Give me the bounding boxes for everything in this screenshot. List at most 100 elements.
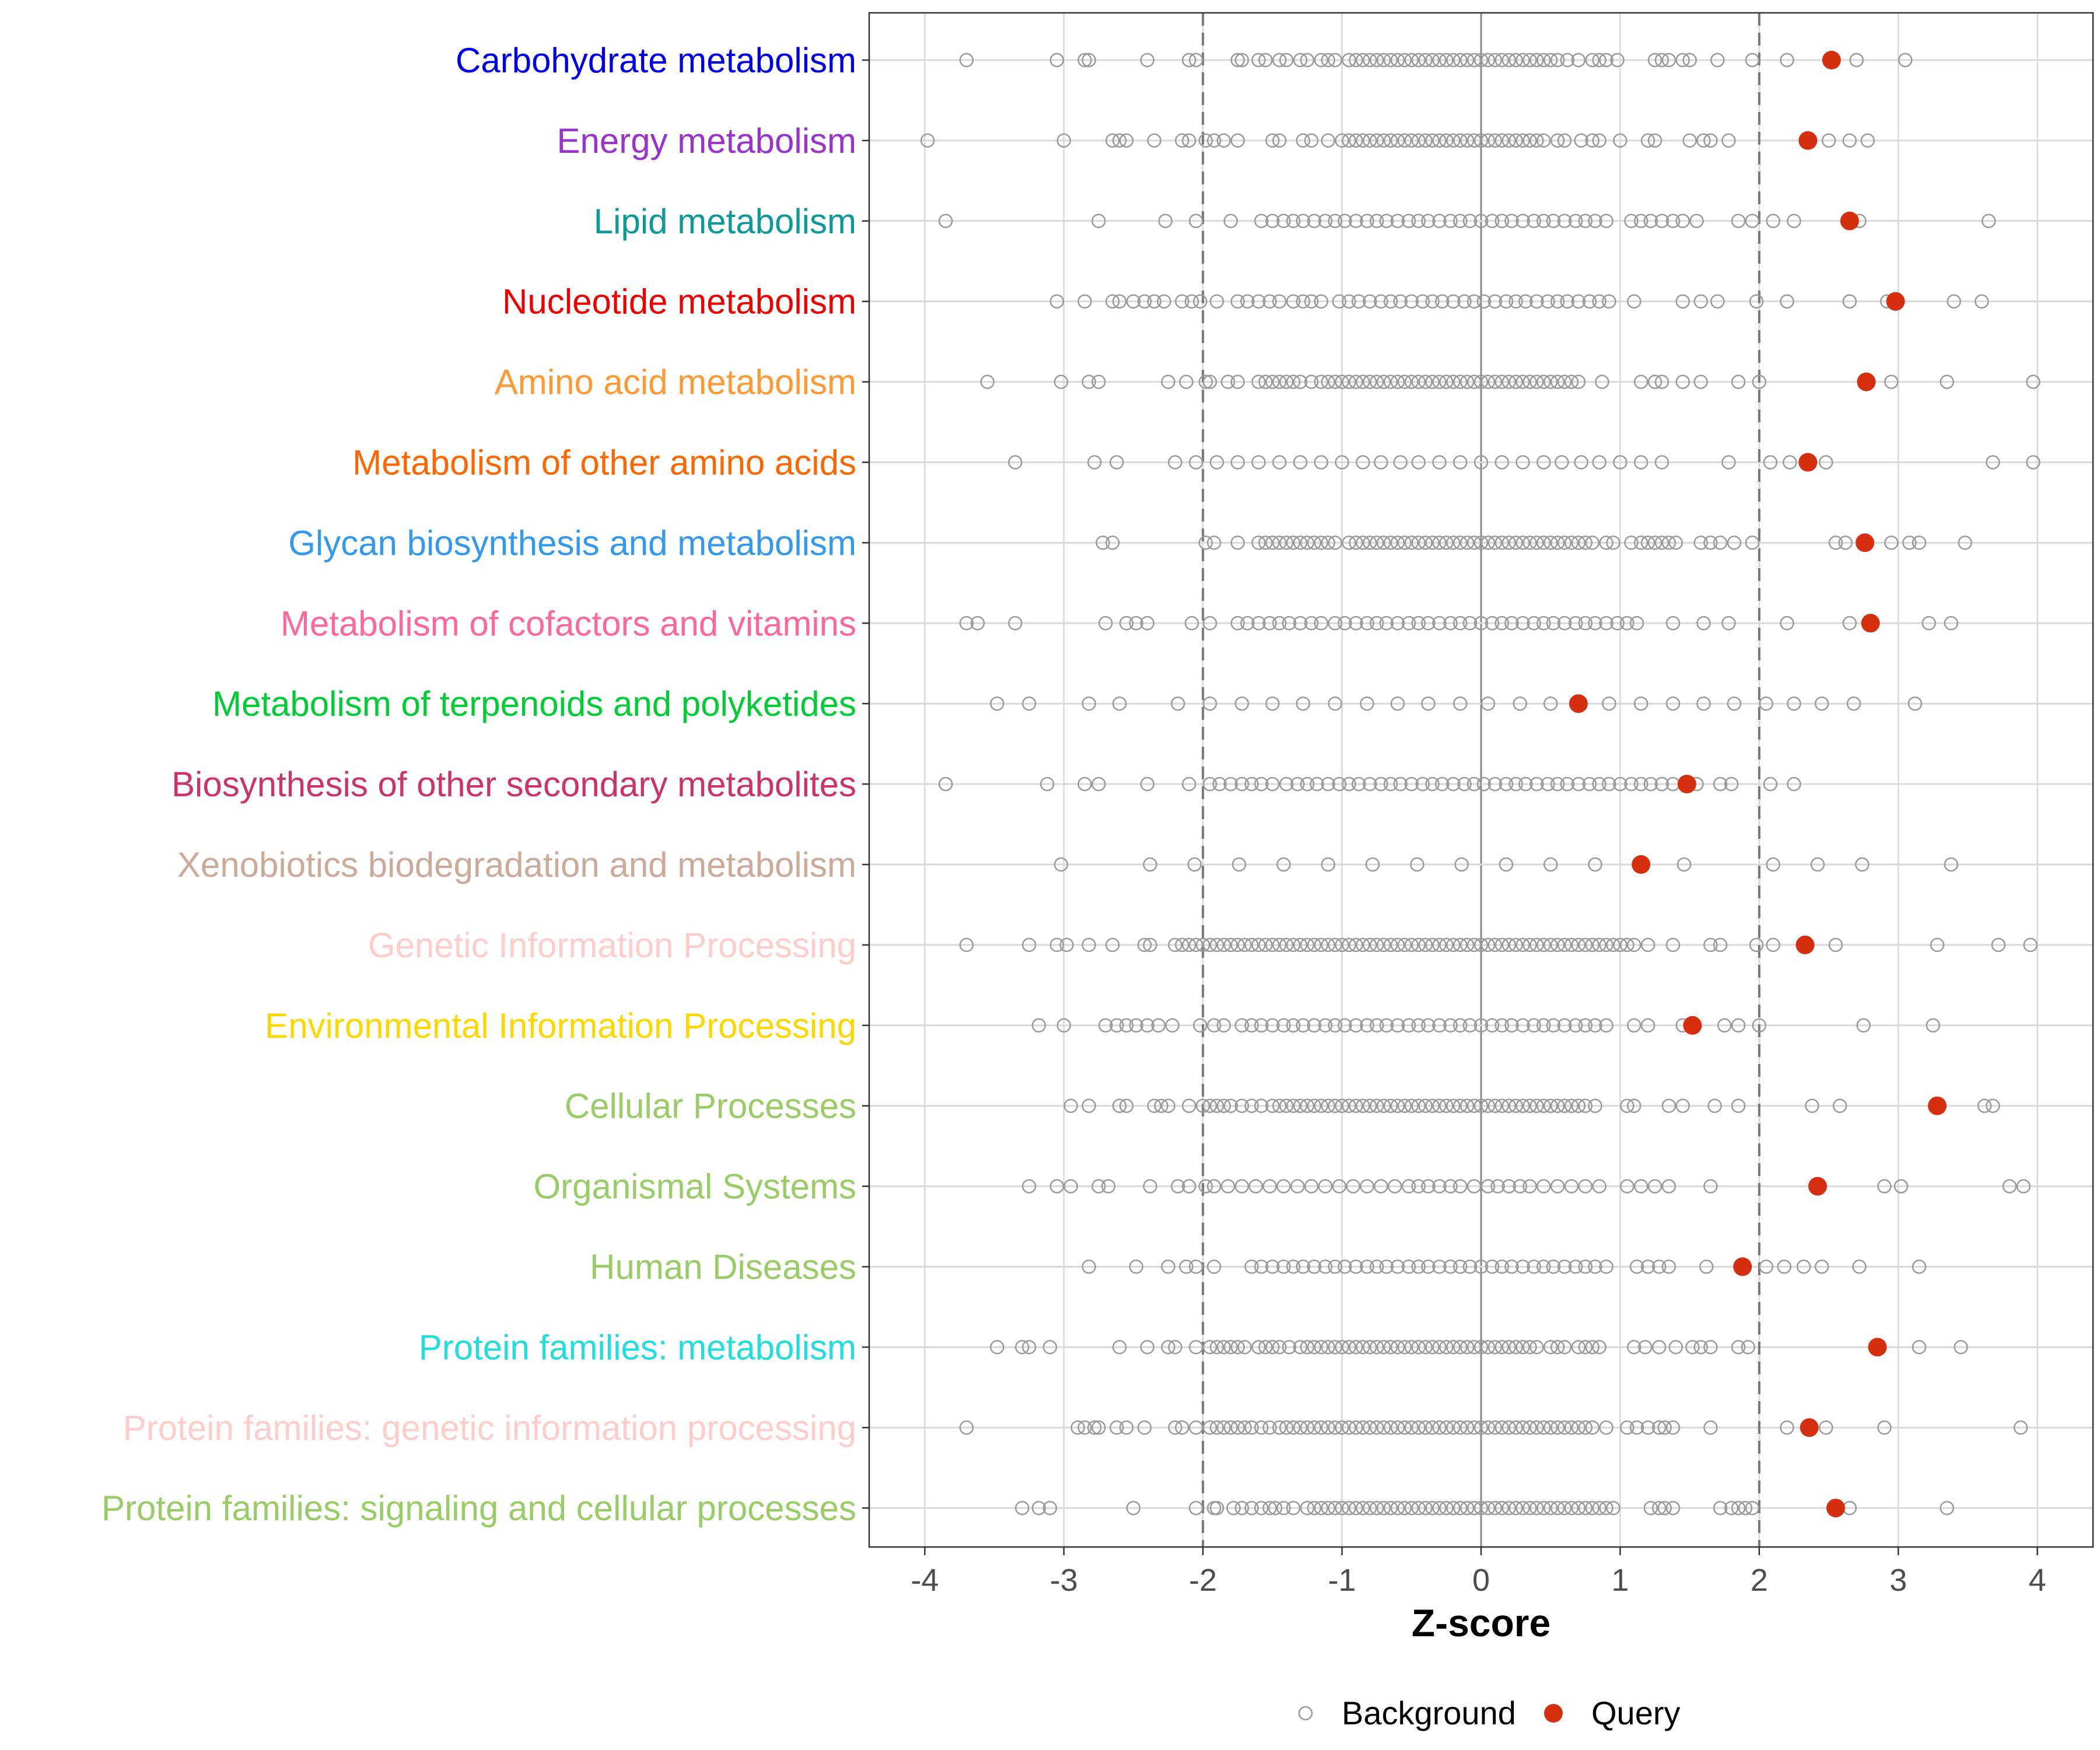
- background-point: [1251, 52, 1266, 68]
- background-point: [1286, 294, 1301, 309]
- background-point: [1585, 52, 1600, 68]
- background-point: [1452, 1098, 1468, 1113]
- background-point: [1363, 1420, 1377, 1435]
- background-point: [1494, 937, 1510, 953]
- background-point: [1536, 374, 1551, 389]
- background-point: [1504, 214, 1519, 229]
- background-point: [1168, 455, 1182, 470]
- background-point: [1543, 52, 1558, 68]
- background-point: [1731, 214, 1746, 229]
- background-point: [1578, 1098, 1593, 1113]
- background-point: [1460, 1420, 1475, 1435]
- background-point: [1307, 536, 1322, 550]
- background-point: [1516, 536, 1530, 550]
- background-point: [1276, 214, 1291, 229]
- background-point: [1314, 294, 1329, 309]
- background-point: [1365, 857, 1380, 872]
- background-point: [1314, 616, 1329, 631]
- background-point: [1703, 1340, 1718, 1354]
- background-point: [1082, 52, 1096, 68]
- background-point: [1286, 1500, 1301, 1516]
- background-point: [1516, 133, 1530, 148]
- background-point: [1304, 616, 1319, 631]
- background-point: [1654, 455, 1670, 470]
- background-point: [1571, 1420, 1586, 1435]
- background-point: [1335, 1098, 1349, 1113]
- background-point: [1021, 1179, 1037, 1194]
- x-axis-title: Z-score: [1412, 1601, 1550, 1644]
- background-point: [1411, 1018, 1426, 1033]
- background-point: [1140, 52, 1155, 68]
- query-point: [1798, 453, 1818, 472]
- background-point: [1383, 1500, 1398, 1516]
- background-point: [1209, 1420, 1224, 1435]
- background-point: [1578, 214, 1593, 229]
- background-point: [1397, 536, 1412, 550]
- background-point: [1620, 1420, 1634, 1435]
- background-point: [1328, 1500, 1342, 1516]
- background-point: [1443, 1259, 1458, 1274]
- background-point: [1613, 133, 1628, 148]
- background-point: [1727, 536, 1742, 550]
- background-point: [2016, 1179, 2031, 1194]
- background-point: [1349, 937, 1363, 953]
- background-point: [1293, 52, 1308, 68]
- background-point: [1425, 374, 1440, 389]
- background-point: [1314, 1340, 1329, 1354]
- x-tick-label: 0: [1472, 1563, 1490, 1598]
- background-point: [1518, 776, 1533, 792]
- background-point: [1383, 776, 1398, 792]
- background-point: [1494, 1340, 1510, 1354]
- background-point: [1338, 1018, 1352, 1033]
- background-point: [1356, 1098, 1370, 1113]
- background-point: [1209, 1098, 1224, 1113]
- background-point: [1466, 1098, 1482, 1113]
- background-point: [1930, 937, 1945, 953]
- background-point: [1369, 1098, 1384, 1113]
- background-point: [1293, 1340, 1308, 1354]
- background-point: [1265, 374, 1280, 389]
- background-point: [1265, 1340, 1280, 1354]
- background-point: [1082, 937, 1096, 953]
- background-point: [1527, 616, 1541, 631]
- background-point: [1165, 1018, 1180, 1033]
- background-point: [1105, 133, 1120, 148]
- background-point: [1721, 133, 1736, 148]
- background-point: [1209, 1340, 1224, 1354]
- background-point: [1585, 1420, 1600, 1435]
- background-point: [1954, 1340, 1968, 1354]
- background-point: [1244, 776, 1259, 792]
- x-tick-label: -1: [1328, 1563, 1356, 1598]
- background-point: [1536, 52, 1551, 68]
- background-point: [1550, 294, 1565, 309]
- background-point: [1578, 616, 1593, 631]
- background-point: [1376, 1340, 1391, 1354]
- background-point: [1363, 536, 1377, 550]
- background-point: [1620, 616, 1634, 631]
- background-point: [1599, 1018, 1614, 1033]
- background-point: [1571, 776, 1586, 792]
- background-point: [1516, 455, 1530, 470]
- background-point: [1661, 536, 1676, 550]
- background-point: [1307, 1098, 1322, 1113]
- background-point: [1342, 294, 1356, 309]
- background-point: [1157, 294, 1171, 309]
- background-point: [1502, 1098, 1516, 1113]
- background-point: [1480, 1098, 1496, 1113]
- background-point: [959, 1420, 974, 1435]
- background-point: [1254, 1018, 1269, 1033]
- background-point: [1713, 937, 1728, 953]
- background-point: [1838, 536, 1853, 550]
- background-point: [1592, 133, 1606, 148]
- background-point: [1499, 776, 1514, 792]
- background-point: [1432, 616, 1447, 631]
- background-point: [1522, 1098, 1537, 1113]
- background-point: [1578, 1259, 1593, 1274]
- background-point: [1397, 1500, 1412, 1516]
- background-point: [1452, 1420, 1468, 1435]
- background-point: [1508, 374, 1523, 389]
- background-point: [1147, 133, 1161, 148]
- background-point: [1550, 133, 1565, 148]
- background-point: [1588, 1098, 1602, 1113]
- background-point: [1293, 536, 1308, 550]
